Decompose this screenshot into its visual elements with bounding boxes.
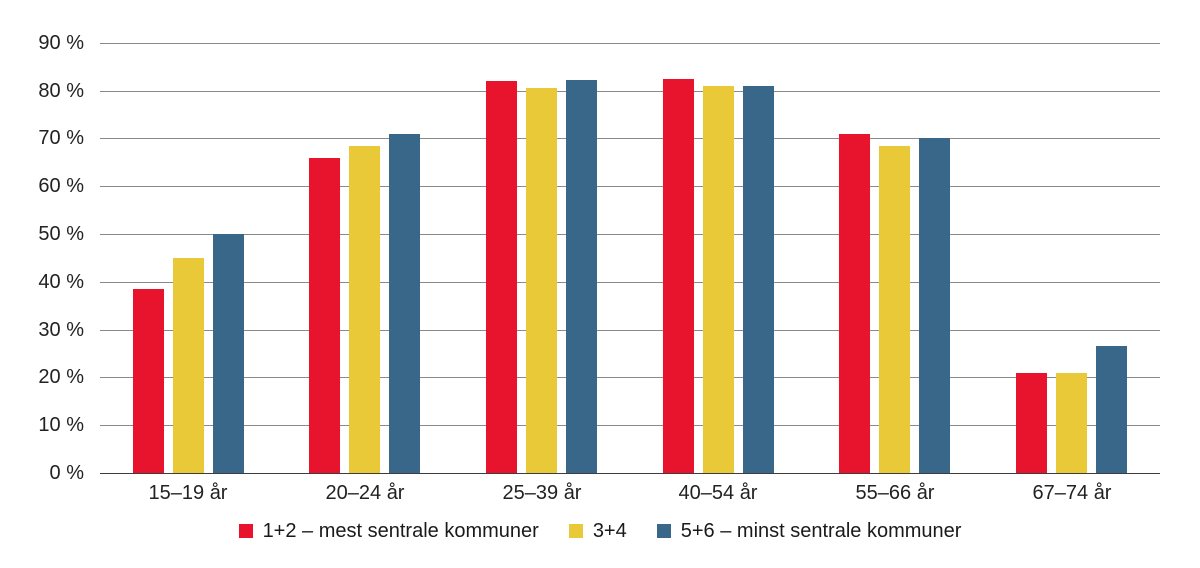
- bar: [309, 158, 340, 473]
- bar: [879, 146, 910, 473]
- x-axis-category-label: 55–66 år: [855, 482, 935, 504]
- legend-item: 5+6 – minst sentrale kommuner: [656, 519, 962, 543]
- x-axis-category-label: 20–24 år: [325, 482, 405, 504]
- bar: [1056, 373, 1087, 473]
- legend-label: 3+4: [592, 519, 627, 542]
- legend-item: 1+2 – mest sentrale kommuner: [238, 519, 539, 543]
- y-axis-tick-label: 20 %: [38, 366, 84, 388]
- bar: [389, 134, 420, 473]
- x-axis-category-label: 25–39 år: [502, 482, 582, 504]
- gridline: [100, 377, 1160, 378]
- gridline: [100, 186, 1160, 187]
- y-axis-tick-label: 50 %: [38, 223, 84, 245]
- bar: [1096, 346, 1127, 473]
- legend-item: 3+4: [568, 519, 627, 543]
- bar: [839, 134, 870, 473]
- legend: 1+2 – mest sentrale kommuner 3+4 5+6 – min…: [0, 517, 1200, 545]
- bar: [743, 86, 774, 473]
- y-axis-tick-label: 0 %: [49, 462, 84, 484]
- y-axis-tick-label: 60 %: [38, 175, 84, 197]
- gridline: [100, 234, 1160, 235]
- bar: [566, 80, 597, 473]
- bar: [1016, 373, 1047, 473]
- gridline: [100, 91, 1160, 92]
- bar: [349, 146, 380, 473]
- y-axis-tick-label: 40 %: [38, 271, 84, 293]
- bar: [703, 86, 734, 473]
- bar: [213, 234, 244, 473]
- y-axis-tick-label: 70 %: [38, 127, 84, 149]
- x-axis-category-label: 40–54 år: [678, 482, 758, 504]
- legend-swatch: [656, 524, 671, 538]
- bar: [526, 88, 557, 473]
- gridline: [100, 138, 1160, 139]
- legend-label: 5+6 – minst sentrale kommuner: [680, 519, 962, 542]
- x-axis-category-label: 15–19 år: [148, 482, 228, 504]
- bar: [919, 138, 950, 473]
- bar: [173, 258, 204, 473]
- gridline: [100, 330, 1160, 331]
- y-axis-tick-label: 90 %: [38, 32, 84, 54]
- y-axis-tick-label: 10 %: [38, 414, 84, 436]
- x-axis-category-label: 67–74 år: [1032, 482, 1112, 504]
- y-axis-tick-label: 30 %: [38, 319, 84, 341]
- x-axis-line: [100, 473, 1160, 474]
- gridline: [100, 43, 1160, 44]
- gridline: [100, 425, 1160, 426]
- bar: [133, 289, 164, 473]
- legend-swatch: [568, 524, 583, 538]
- gridline: [100, 282, 1160, 283]
- bar: [486, 81, 517, 473]
- y-axis-tick-label: 80 %: [38, 80, 84, 102]
- legend-swatch: [238, 524, 253, 538]
- bar: [663, 79, 694, 473]
- legend-label: 1+2 – mest sentrale kommuner: [262, 519, 539, 542]
